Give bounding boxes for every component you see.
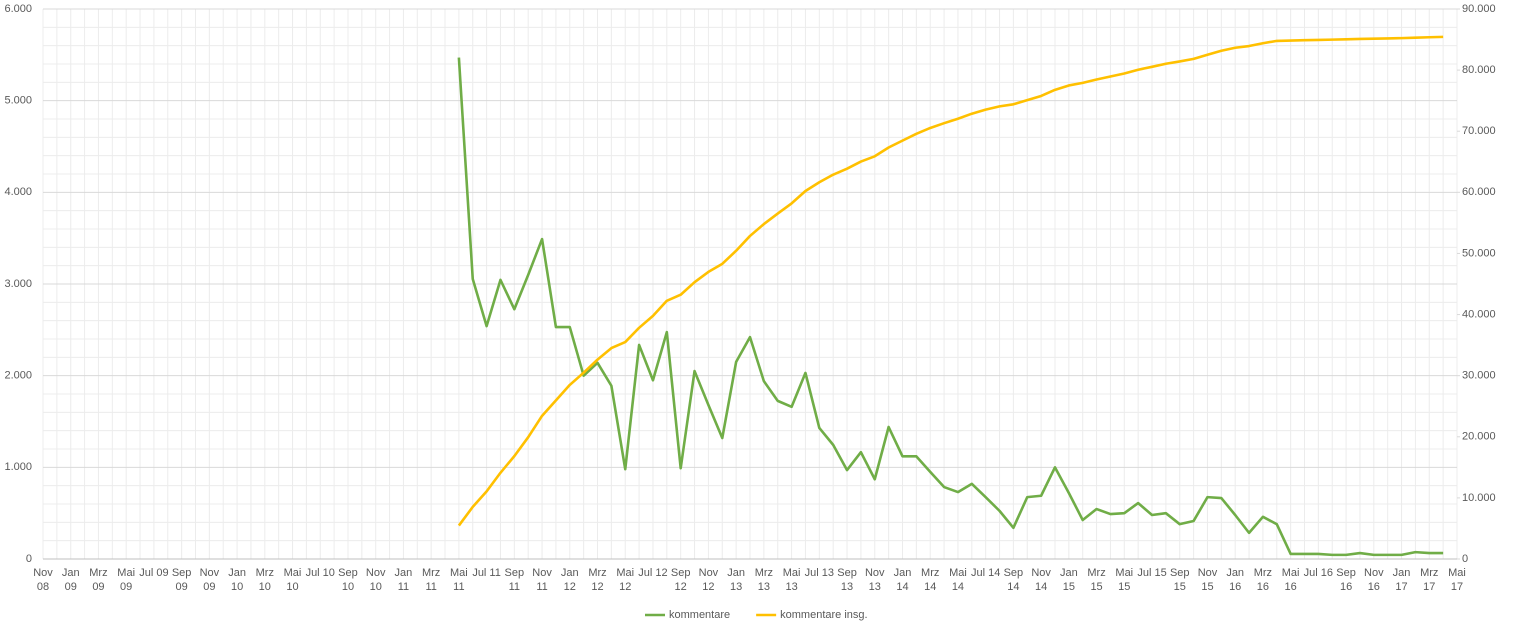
x-tick-label: Jan 17 — [1392, 567, 1411, 593]
x-tick-label: Nov 12 — [698, 567, 719, 593]
y-tick-label: 0 — [26, 553, 32, 565]
x-tick-label: Mrz 09 — [89, 567, 108, 593]
x-tick-label: Mai 14 — [949, 567, 967, 593]
x-tick-label: Sep 14 — [1003, 567, 1024, 593]
x-tick-label: Nov 16 — [1364, 567, 1384, 593]
x-tick-label: Sep 13 — [837, 567, 857, 593]
y2-tick-label: 90.000 — [1462, 3, 1496, 15]
x-tick-label: Sep 09 — [171, 567, 192, 593]
y2-tick-label: 50.000 — [1462, 247, 1496, 259]
y2-tick-label: 10.000 — [1462, 492, 1496, 504]
x-tick-label: Mai 11 — [450, 567, 468, 593]
x-tick-label: Mrz 12 — [588, 567, 607, 593]
x-tick-label: Sep 11 — [504, 567, 525, 593]
x-tick-label: Sep 12 — [670, 567, 691, 593]
x-tick-label: Jul 13 — [804, 567, 834, 579]
x-tick-label: Sep 15 — [1169, 567, 1190, 593]
x-tick-label: Mrz 10 — [255, 567, 274, 593]
x-tick-label: Jul 15 — [1137, 567, 1167, 579]
legend-item: kommentare insg. — [756, 609, 868, 621]
x-tick-label: Nov 15 — [1197, 567, 1218, 593]
x-tick-label: Jan 12 — [560, 567, 579, 593]
x-tick-label: Mai 10 — [283, 567, 302, 593]
x-tick-label: Jan 16 — [1226, 567, 1245, 593]
x-tick-label: Mrz 15 — [1087, 567, 1106, 593]
y2-tick-label: 20.000 — [1462, 431, 1496, 443]
x-tick-label: Jan 11 — [394, 567, 413, 593]
x-tick-label: Mrz 14 — [921, 567, 940, 593]
x-tick-label: Mai 09 — [117, 567, 136, 593]
x-tick-label: Jul 12 — [638, 567, 668, 579]
x-tick-label: Nov 14 — [1031, 567, 1051, 593]
series-line — [457, 35, 1444, 527]
x-tick-label: Mai 17 — [1448, 567, 1466, 593]
x-tick-label: Mrz 16 — [1253, 567, 1273, 593]
x-tick-label: Jan 15 — [1059, 567, 1078, 593]
x-tick-label: Mai 15 — [1115, 567, 1134, 593]
x-tick-label: Jan 13 — [727, 567, 745, 593]
x-tick-label: Jan 14 — [893, 567, 912, 593]
x-tick-label: Nov 09 — [199, 567, 220, 593]
y-tick-label: 2.000 — [4, 370, 32, 382]
x-tick-label: Mai 16 — [1281, 567, 1300, 593]
y2-tick-label: 30.000 — [1462, 370, 1496, 382]
y-tick-label: 3.000 — [4, 278, 32, 290]
y-tick-label: 6.000 — [4, 3, 32, 15]
x-tick-label: Jan 09 — [61, 567, 80, 593]
y2-tick-label: 80.000 — [1462, 64, 1496, 76]
x-tick-label: Nov 11 — [532, 567, 552, 593]
y2-tick-label: 40.000 — [1462, 308, 1496, 320]
x-tick-label: Nov 13 — [864, 567, 885, 593]
x-tick-label: Jul 10 — [305, 567, 335, 579]
y2-tick-label: 60.000 — [1462, 186, 1496, 198]
x-tick-label: Sep 16 — [1336, 567, 1356, 593]
legend-label: kommentare insg. — [780, 609, 867, 621]
legend-label: kommentare — [669, 609, 730, 621]
x-tick-label: Mrz 11 — [421, 567, 441, 593]
x-tick-label: Jan 10 — [228, 567, 246, 593]
y-tick-label: 1.000 — [4, 461, 32, 473]
x-tick-label: Sep 10 — [338, 567, 358, 593]
x-tick-label: Mrz 17 — [1420, 567, 1439, 593]
x-tick-label: Jul 09 — [139, 567, 169, 579]
x-tick-label: Jul 16 — [1303, 567, 1334, 579]
y2-tick-label: 70.000 — [1462, 125, 1496, 137]
x-tick-label: Nov 10 — [365, 567, 386, 593]
x-tick-label: Mai 12 — [616, 567, 635, 593]
legend-item: kommentare — [645, 609, 730, 621]
y2-tick-label: 0 — [1462, 553, 1468, 565]
series-line — [457, 57, 1444, 557]
x-tick-label: Jul 11 — [472, 567, 501, 579]
x-tick-label: Jul 14 — [970, 567, 1001, 579]
x-tick-label: Mai 13 — [782, 567, 801, 593]
x-tick-label: Nov 08 — [33, 567, 53, 593]
y-tick-label: 5.000 — [4, 95, 32, 107]
x-tick-label: Mrz 13 — [754, 567, 774, 593]
y-tick-label: 4.000 — [4, 186, 32, 198]
